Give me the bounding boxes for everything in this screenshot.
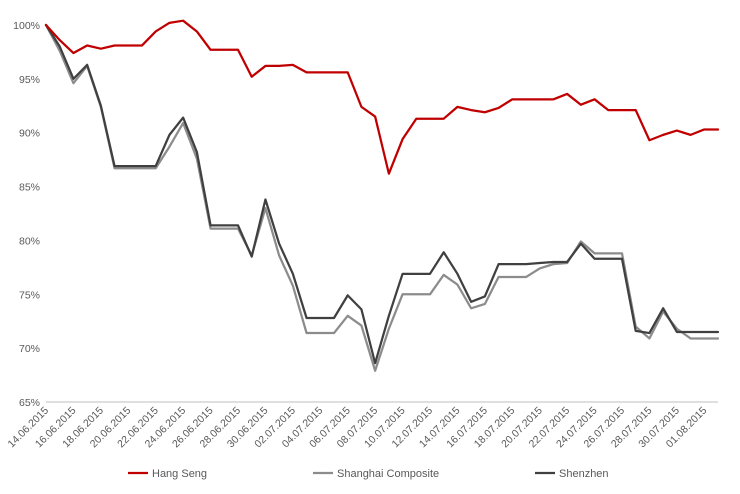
y-tick-label: 85% bbox=[19, 182, 40, 194]
y-tick-label: 95% bbox=[19, 74, 40, 86]
series-line-shanghai-composite bbox=[44, 23, 720, 372]
series-line-hang-seng bbox=[44, 19, 720, 175]
legend-label: Shanghai Composite bbox=[337, 468, 439, 480]
y-tick-label: 70% bbox=[19, 343, 40, 355]
y-tick-label: 100% bbox=[13, 20, 40, 32]
series-lines bbox=[44, 19, 720, 372]
y-tick-label: 65% bbox=[19, 397, 40, 409]
legend-label: Hang Seng bbox=[152, 468, 207, 480]
y-tick-label: 90% bbox=[19, 128, 40, 140]
y-axis: 65% 70% 75% 80% 85% 90% 95% 100% bbox=[13, 20, 40, 409]
y-tick-label: 75% bbox=[19, 289, 40, 301]
series-line-shenzhen bbox=[44, 23, 720, 365]
legend: Hang Seng Shanghai Composite Shenzhen bbox=[128, 468, 609, 480]
y-tick-label: 80% bbox=[19, 235, 40, 247]
legend-label: Shenzhen bbox=[559, 468, 609, 480]
x-axis: 14.06.201516.06.201518.06.201520.06.2015… bbox=[5, 401, 718, 450]
